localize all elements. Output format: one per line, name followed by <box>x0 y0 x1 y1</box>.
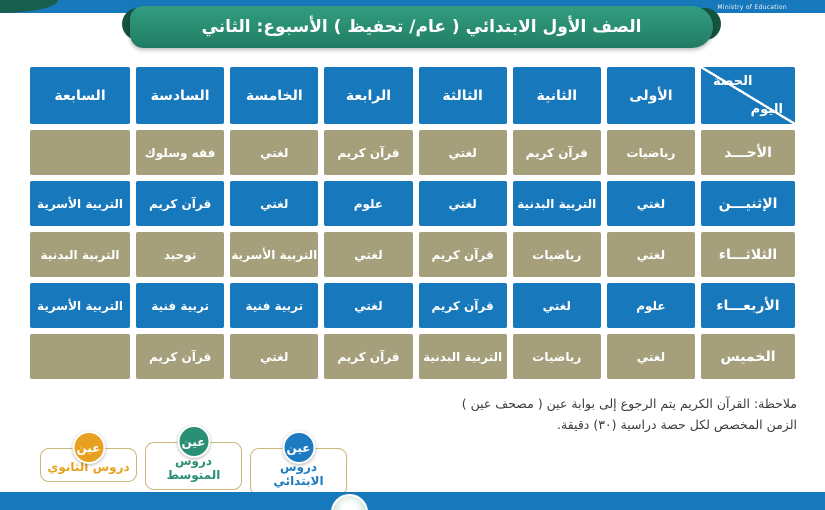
subject-cell: قرآن كريم <box>418 283 507 328</box>
subject-cell: قرآن كريم <box>324 334 413 379</box>
footer-strip <box>0 492 825 510</box>
day-label-tuesday: الثلاثـــاء <box>701 232 795 277</box>
subject-cell: تربية فنية <box>230 283 319 328</box>
day-label-monday: الإثنيـــن <box>701 181 795 226</box>
corner-cell: الحصة اليوم <box>701 67 795 124</box>
title-ribbon: الصف الأول الابتدائي ( عام/ تحفيظ ) الأس… <box>130 6 713 48</box>
subject-cell: لغتي <box>512 283 601 328</box>
ain-logo-icon: عين <box>282 431 315 464</box>
decorative-swoosh <box>0 0 58 13</box>
subject-cell: لغتي <box>606 232 695 277</box>
period-header-7: السابعة <box>30 67 131 124</box>
subject-cell: قرآن كريم <box>418 232 507 277</box>
subject-cell: التربية البدنية <box>418 334 507 379</box>
corner-day-label: اليوم <box>750 102 783 117</box>
subject-cell: رياضيات <box>606 130 695 175</box>
subject-cell: التربية البدنية <box>512 181 601 226</box>
footnotes: ملاحظة: القرآن الكريم يتم الرجوع إلى بوا… <box>462 393 797 436</box>
subject-cell: قرآن كريم <box>512 130 601 175</box>
subject-cell: قرآن كريم <box>324 130 413 175</box>
subject-cell: قرآن كريم <box>136 334 225 379</box>
subject-cell: علوم <box>606 283 695 328</box>
day-label-thursday: الخميس <box>701 334 795 379</box>
subject-cell: لغتي <box>230 181 319 226</box>
corner-period-label: الحصة <box>713 74 753 89</box>
subject-cell: التربية البدنية <box>30 232 131 277</box>
subject-cell: لغتي <box>418 130 507 175</box>
subject-cell: تربية فنية <box>136 283 225 328</box>
note-line-1: ملاحظة: القرآن الكريم يتم الرجوع إلى بوا… <box>461 396 797 411</box>
period-header-1: الأولى <box>606 67 695 124</box>
period-header-3: الثالثة <box>418 67 507 124</box>
note-line-2: الزمن المخصص لكل حصة دراسية (٣٠) دقيقة. <box>557 417 797 433</box>
subject-cell-empty <box>30 334 131 379</box>
subject-cell: لغتي <box>418 181 507 226</box>
ministry-of-education-label: Ministry of Education <box>717 4 787 11</box>
period-header-5: الخامسة <box>230 67 319 124</box>
badge-ain-elementary[interactable]: دروس الابتدائي عين <box>250 431 347 496</box>
subject-cell: لغتي <box>324 232 413 277</box>
subject-cell: فقه وسلوك <box>136 130 225 175</box>
subject-cell: علوم <box>324 181 413 226</box>
subject-cell: لغتي <box>606 181 695 226</box>
period-header-6: السادسة <box>136 67 225 124</box>
subject-cell: التربية الأسرية <box>230 232 319 277</box>
ain-logo-icon: عين <box>177 425 210 458</box>
day-label-sunday: الأحـــد <box>701 130 795 175</box>
badge-ain-intermediate[interactable]: دروس المتوسط عين <box>145 425 242 490</box>
subject-cell: رياضيات <box>512 334 601 379</box>
subject-cell: لغتي <box>606 334 695 379</box>
subject-cell-empty <box>30 130 131 175</box>
day-label-wednesday: الأربعـــاء <box>701 283 795 328</box>
subject-cell: رياضيات <box>512 232 601 277</box>
ain-logo-icon: عين <box>72 431 105 464</box>
subject-cell: قرآن كريم <box>136 181 225 226</box>
badge-ain-secondary[interactable]: دروس الثانوي عين <box>40 431 137 496</box>
subject-cell: توحيد <box>136 232 225 277</box>
subject-cell: التربية الأسرية <box>30 181 131 226</box>
period-header-4: الرابعة <box>324 67 413 124</box>
subject-cell: لغتي <box>324 283 413 328</box>
subject-cell: لغتي <box>230 130 319 175</box>
subject-cell: التربية الأسرية <box>30 283 131 328</box>
page-title: الصف الأول الابتدائي ( عام/ تحفيظ ) الأس… <box>201 17 642 37</box>
schedule-table: الحصة اليوم الأولى الثانية الثالثة الراب… <box>30 67 795 379</box>
ain-badges: دروس الابتدائي عين دروس المتوسط عين دروس… <box>40 425 347 496</box>
period-header-2: الثانية <box>512 67 601 124</box>
subject-cell: لغتي <box>230 334 319 379</box>
badge-label: دروس المتوسط <box>145 442 242 490</box>
